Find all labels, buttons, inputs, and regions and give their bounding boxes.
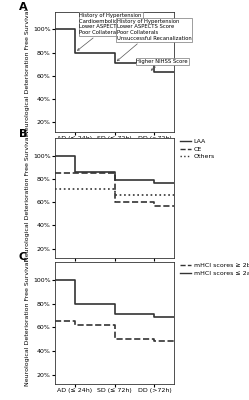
Text: B: B — [19, 129, 27, 139]
Y-axis label: Neurological Deterioration Free Survival: Neurological Deterioration Free Survival — [25, 260, 30, 386]
Y-axis label: Neurological Deterioration Free Survival: Neurological Deterioration Free Survival — [25, 135, 30, 261]
Legend: mHCI scores ≥ 2b, mHCI scores ≤ 2a: mHCI scores ≥ 2b, mHCI scores ≤ 2a — [180, 263, 249, 276]
Y-axis label: Neurological Deterioration Free Survival: Neurological Deterioration Free Survival — [25, 9, 30, 135]
Text: Higher NIHSS Score: Higher NIHSS Score — [136, 59, 188, 70]
Text: A: A — [19, 2, 28, 12]
Text: C: C — [19, 252, 27, 262]
Legend: LAA, CE, Others: LAA, CE, Others — [180, 139, 215, 160]
Text: History of Hypertension
Lower ASPECTS Score
Poor Collaterals
Unsuccessful Recana: History of Hypertension Lower ASPECTS Sc… — [117, 19, 191, 61]
Text: History of Hypertension
Cardioembolic Stroke
Lower ASPECTS Score
Poor Collateral: History of Hypertension Cardioembolic St… — [77, 13, 142, 50]
